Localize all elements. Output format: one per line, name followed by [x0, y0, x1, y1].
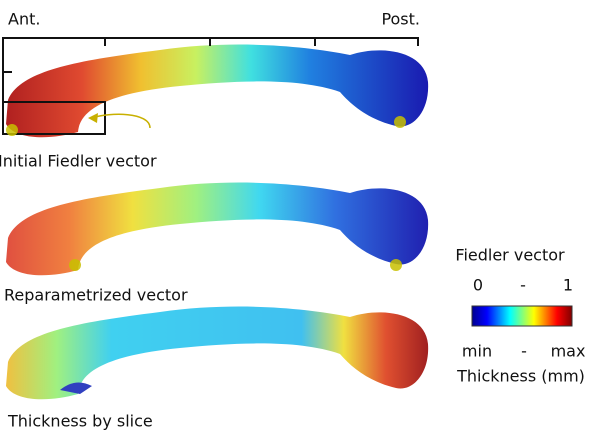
- colorbar-label: -: [520, 276, 526, 295]
- colorbar-label: max: [551, 342, 586, 361]
- caption: Reparametrized vector: [4, 286, 188, 305]
- frame: [2, 37, 419, 135]
- colorbar-label: 1: [563, 276, 573, 295]
- shape: [6, 182, 429, 276]
- colorbar-label: -: [521, 342, 527, 361]
- shape: [6, 44, 429, 138]
- marker: [6, 124, 18, 136]
- marker: [394, 116, 406, 128]
- marker: [69, 259, 81, 271]
- anterior-label: Ant.: [8, 10, 40, 29]
- colorbar-label: min: [462, 342, 492, 361]
- posterior-label: Post.: [381, 10, 420, 29]
- caption: Thickness by slice: [7, 412, 153, 431]
- caption: Initial Fiedler vector: [0, 152, 157, 171]
- colorbar-title: Fiedler vector: [455, 246, 565, 265]
- colorbar-title: Thickness (mm): [456, 367, 585, 386]
- arrow-head: [88, 113, 98, 123]
- marker: [390, 259, 402, 271]
- colorbar-label: 0: [473, 276, 483, 295]
- colorbar: [471, 305, 573, 327]
- shape-detail: [60, 382, 92, 394]
- arrow: [91, 113, 151, 129]
